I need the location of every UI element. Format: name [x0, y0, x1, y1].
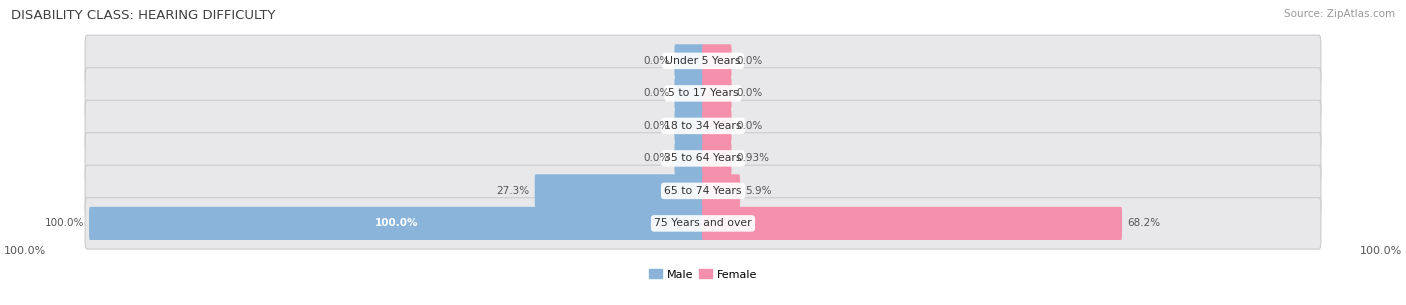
FancyBboxPatch shape	[675, 109, 704, 142]
Text: 100.0%: 100.0%	[4, 246, 46, 256]
Text: 0.0%: 0.0%	[737, 56, 763, 66]
Text: Under 5 Years: Under 5 Years	[665, 56, 741, 66]
Text: 5.9%: 5.9%	[745, 186, 772, 196]
Text: 0.0%: 0.0%	[643, 121, 669, 131]
Text: 100.0%: 100.0%	[45, 218, 84, 228]
Text: 35 to 64 Years: 35 to 64 Years	[664, 153, 742, 163]
FancyBboxPatch shape	[86, 198, 1320, 249]
FancyBboxPatch shape	[89, 207, 704, 240]
FancyBboxPatch shape	[702, 174, 740, 207]
Text: 0.0%: 0.0%	[643, 56, 669, 66]
FancyBboxPatch shape	[675, 44, 704, 77]
Text: 0.0%: 0.0%	[737, 88, 763, 99]
Text: 65 to 74 Years: 65 to 74 Years	[664, 186, 742, 196]
Text: 100.0%: 100.0%	[1360, 246, 1402, 256]
Text: 27.3%: 27.3%	[496, 186, 530, 196]
Text: 18 to 34 Years: 18 to 34 Years	[664, 121, 742, 131]
Text: 68.2%: 68.2%	[1128, 218, 1160, 228]
Text: 5 to 17 Years: 5 to 17 Years	[668, 88, 738, 99]
Text: 75 Years and over: 75 Years and over	[654, 218, 752, 228]
Text: 0.0%: 0.0%	[737, 121, 763, 131]
Text: DISABILITY CLASS: HEARING DIFFICULTY: DISABILITY CLASS: HEARING DIFFICULTY	[11, 9, 276, 22]
FancyBboxPatch shape	[675, 77, 704, 110]
FancyBboxPatch shape	[702, 142, 731, 175]
FancyBboxPatch shape	[86, 35, 1320, 87]
FancyBboxPatch shape	[702, 109, 731, 142]
FancyBboxPatch shape	[86, 133, 1320, 184]
Text: 100.0%: 100.0%	[375, 218, 418, 228]
Text: 0.0%: 0.0%	[643, 153, 669, 163]
FancyBboxPatch shape	[86, 68, 1320, 119]
FancyBboxPatch shape	[675, 142, 704, 175]
Text: Source: ZipAtlas.com: Source: ZipAtlas.com	[1284, 9, 1395, 19]
Text: 0.93%: 0.93%	[737, 153, 769, 163]
FancyBboxPatch shape	[534, 174, 704, 207]
FancyBboxPatch shape	[86, 100, 1320, 152]
Text: 0.0%: 0.0%	[643, 88, 669, 99]
FancyBboxPatch shape	[702, 77, 731, 110]
Legend: Male, Female: Male, Female	[644, 265, 762, 284]
FancyBboxPatch shape	[702, 207, 1122, 240]
FancyBboxPatch shape	[86, 165, 1320, 217]
FancyBboxPatch shape	[702, 44, 731, 77]
